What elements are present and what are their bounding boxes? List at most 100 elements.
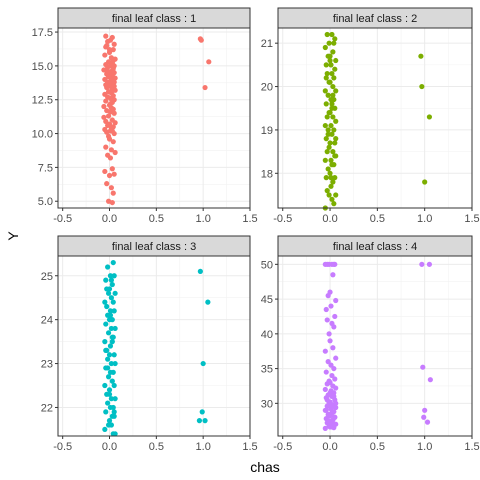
data-point [103, 44, 109, 50]
data-point [106, 391, 113, 397]
data-point [205, 299, 211, 305]
x-tick-label: -0.5 [53, 213, 72, 225]
x-tick-label: 0.0 [102, 213, 117, 225]
data-point [105, 68, 111, 74]
data-point [103, 347, 109, 353]
data-point [419, 83, 425, 90]
data-point [325, 53, 331, 59]
data-point [107, 273, 114, 279]
data-point [323, 75, 329, 81]
x-tick-label: 0.5 [370, 441, 385, 453]
data-point [103, 144, 109, 150]
data-point [328, 183, 334, 189]
data-point [331, 96, 337, 103]
panel-border [57, 27, 251, 209]
facet-panels: final leaf class : 1 -0.5 0.0 0.5 1.0 1.5 5.0 7… [32, 7, 480, 453]
data-point [330, 114, 336, 120]
data-point [327, 390, 333, 396]
data-point [327, 79, 333, 85]
data-point [103, 409, 109, 415]
panel-background [58, 28, 250, 208]
y-tick-label: 19 [261, 125, 273, 137]
data-point [111, 382, 117, 389]
data-point [331, 393, 337, 399]
y-tick-label: 22 [41, 402, 53, 414]
data-point [329, 101, 335, 107]
data-point [103, 277, 109, 283]
data-point [110, 259, 116, 266]
data-point [329, 162, 335, 168]
x-tick-label: 1.0 [417, 441, 432, 453]
data-point [105, 113, 112, 119]
data-point [108, 277, 114, 283]
data-point [326, 261, 332, 267]
data-point [333, 297, 339, 304]
data-point [106, 47, 113, 53]
data-point [104, 84, 110, 91]
data-point [322, 348, 328, 354]
data-point [105, 122, 111, 129]
data-point [330, 92, 336, 98]
data-point [426, 261, 433, 267]
data-point [112, 360, 118, 367]
data-point [109, 339, 115, 345]
data-point [101, 114, 107, 120]
data-point [112, 149, 118, 156]
x-tick-label: -0.5 [53, 441, 72, 453]
data-point [107, 155, 114, 161]
panel-background [58, 256, 250, 436]
data-point [202, 418, 208, 424]
data-point [333, 88, 339, 94]
data-point [206, 59, 212, 65]
data-point [109, 199, 115, 206]
panel-border [57, 255, 251, 437]
x-tick-label: 1.5 [242, 213, 257, 225]
data-point [327, 338, 333, 344]
data-point [110, 139, 116, 145]
data-point [106, 136, 113, 142]
y-tick-label: 24 [41, 315, 53, 327]
data-point [418, 53, 424, 59]
data-point [111, 171, 117, 177]
data-point [105, 330, 112, 336]
data-point [103, 118, 109, 124]
data-point [111, 79, 117, 85]
y-tick-label: 15.0 [32, 61, 53, 73]
data-point [109, 281, 115, 288]
data-point [328, 122, 334, 129]
data-point [424, 419, 431, 425]
y-tick-label: 5.0 [38, 196, 53, 208]
x-tick-label: 0.0 [102, 441, 117, 453]
data-point [105, 290, 112, 296]
facet-panel-3: final leaf class : 3 -0.5 0.0 0.5 1.0 1.5 22 23… [41, 235, 258, 453]
data-point [328, 303, 334, 309]
data-point [328, 62, 334, 68]
data-point [331, 201, 337, 207]
y-tick-label: 21 [261, 38, 273, 50]
data-point [322, 44, 328, 51]
data-point [324, 114, 330, 120]
data-point [323, 369, 329, 375]
facet-panel-2: final leaf class : 2 -0.5 0.0 0.5 1.0 1.5 18 19… [261, 7, 480, 225]
y-tick-label: 50 [261, 259, 273, 271]
data-point [110, 57, 116, 64]
data-point [325, 418, 331, 424]
data-point [324, 188, 330, 194]
data-point [333, 118, 339, 124]
data-point [328, 157, 334, 163]
x-tick-label: -0.5 [273, 213, 292, 225]
y-axis-title: Y [5, 231, 21, 241]
data-point [323, 175, 329, 181]
data-point [324, 317, 330, 323]
data-point [103, 33, 109, 39]
panel-border [277, 255, 473, 437]
data-point [326, 40, 332, 46]
y-tick-label: 7.5 [38, 162, 53, 174]
facet-panel-4: final leaf class : 4 -0.5 0.0 0.5 1.0 1.5 30 35… [261, 235, 480, 453]
data-point [422, 407, 428, 413]
data-point [329, 105, 335, 111]
data-point [328, 411, 334, 417]
data-point [329, 31, 335, 38]
x-tick-label: 0.0 [322, 213, 337, 225]
